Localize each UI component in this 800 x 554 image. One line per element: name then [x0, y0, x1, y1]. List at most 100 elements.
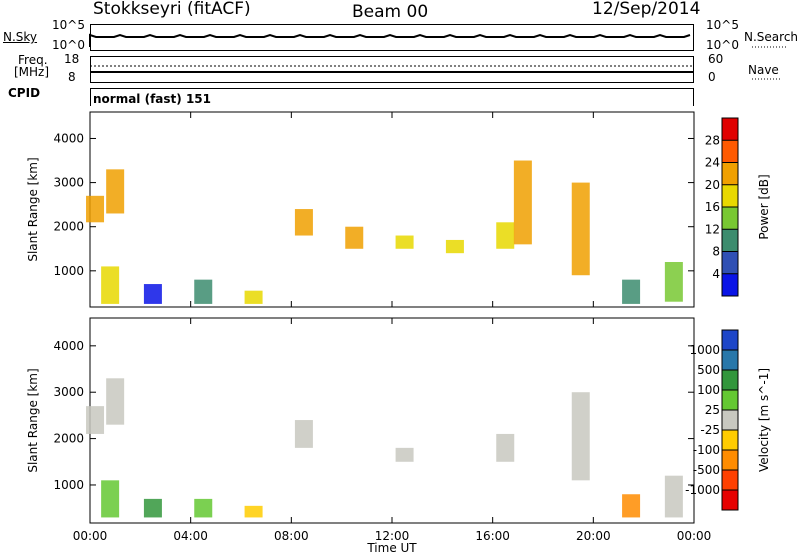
data-mark-0-1: [106, 169, 125, 214]
y-tick-label-0-0: 1000: [53, 264, 84, 278]
colorbar-label-1-4: -25: [700, 423, 720, 437]
colorbar-cell-0-6: [722, 251, 738, 274]
colorbar-cell-1-0: [722, 330, 738, 350]
y-tick-label-0-1: 2000: [53, 220, 84, 234]
y-axis-label-0: Slant Range [km]: [26, 157, 40, 261]
data-mark-1-11: [664, 475, 683, 518]
colorbar-label-1-0: 1000: [689, 343, 720, 357]
data-mark-0-0: [86, 195, 105, 223]
colorbar-cell-0-0: [722, 118, 738, 141]
data-mark-1-0: [86, 406, 105, 434]
colorbar-label-1-1: 500: [697, 363, 720, 377]
x-tick-label-3: 12:00: [375, 529, 410, 543]
data-mark-0-8: [395, 235, 414, 249]
colorbar-title-0: Power [dB]: [757, 174, 771, 239]
colorbar-cell-0-3: [722, 184, 738, 207]
nsky-tick-top: 10^5: [52, 18, 85, 32]
colorbar-cell-0-5: [722, 229, 738, 252]
data-mark-0-11: [513, 160, 532, 245]
data-mark-1-4: [194, 498, 213, 518]
x-tick-label-0: 00:00: [73, 529, 108, 543]
nsearch-tick-top: 10^5: [706, 18, 739, 32]
data-mark-1-3: [143, 498, 162, 518]
y-tick-label-1-3: 4000: [53, 339, 84, 353]
colorbar-cell-1-3: [722, 390, 738, 410]
nsearch-label: N.Search: [744, 30, 799, 44]
colorbar-cell-1-8: [722, 490, 738, 510]
cpid-text: normal (fast) 151: [93, 92, 211, 106]
x-tick-label-5: 20:00: [576, 529, 611, 543]
data-mark-1-7: [395, 447, 414, 462]
x-tick-label-4: 16:00: [475, 529, 510, 543]
data-mark-0-4: [194, 279, 213, 304]
plot-frame-1: [89, 317, 695, 524]
colorbar-label-0-5: 8: [712, 245, 720, 259]
colorbar-cell-1-4: [722, 410, 738, 430]
beam-title: Beam 00: [352, 2, 429, 22]
axis-labels: 00:00 04:00 08:00 12:00 16:00 20:00 00:00 Time …: [73, 529, 712, 554]
power-panel: 1000 2000 3000 4000 Slant Range [km] 28 24 20 16…: [26, 111, 771, 308]
data-mark-1-5: [244, 505, 263, 518]
colorbar-cell-0-4: [722, 207, 738, 230]
data-mark-0-14: [664, 262, 683, 302]
x-tick-label-1: 04:00: [173, 529, 208, 543]
data-mark-0-10: [496, 222, 515, 249]
colorbar-label-0-4: 12: [705, 222, 720, 236]
y-axis-label-1: Slant Range [km]: [26, 368, 40, 472]
freq-unit: [MHz]: [14, 65, 50, 79]
colorbar-cell-1-2: [722, 370, 738, 390]
data-mark-0-3: [143, 284, 162, 304]
data-mark-0-5: [244, 290, 263, 304]
colorbar-label-1-5: -100: [693, 443, 720, 457]
freq-panel: [90, 56, 694, 83]
nave-tick-bottom: 0: [708, 70, 716, 84]
colorbar-cell-1-6: [722, 450, 738, 470]
nsky-tick-bottom: 10^0: [52, 38, 85, 52]
data-mark-1-6: [294, 420, 313, 448]
cpid-panel: [90, 88, 694, 106]
y-tick-label-0-3: 4000: [53, 131, 84, 145]
data-mark-0-2: [101, 266, 120, 304]
colorbar-title-1: Velocity [m s^-1]: [757, 368, 771, 472]
data-mark-1-9: [571, 392, 590, 481]
colorbar-label-1-2: 100: [697, 383, 720, 397]
plot-frame-0: [89, 111, 695, 308]
colorbar-cell-1-7: [722, 470, 738, 490]
colorbar-label-0-2: 20: [705, 178, 720, 192]
velocity-panel: 1000 2000 3000 4000 Slant Range [km] 1000 500 1…: [26, 317, 771, 524]
data-mark-1-2: [101, 480, 120, 518]
data-mark-0-6: [294, 209, 313, 236]
colorbar-label-1-3: 25: [705, 403, 720, 417]
nsky-label: N.Sky: [3, 30, 38, 44]
x-tick-label-6: 00:00: [677, 529, 712, 543]
data-mark-0-13: [622, 279, 641, 304]
colorbar-label-1-7: -1000: [685, 483, 720, 497]
x-tick-label-2: 08:00: [274, 529, 309, 543]
freq-tick-top: 18: [64, 52, 80, 66]
y-tick-label-1-1: 2000: [53, 432, 84, 446]
y-tick-label-1-2: 3000: [53, 385, 84, 399]
data-mark-1-1: [106, 378, 125, 425]
data-mark-0-12: [571, 182, 590, 276]
colorbar-cell-1-1: [722, 350, 738, 370]
date-title: 12/Sep/2014: [592, 0, 701, 19]
colorbar-label-0-3: 16: [705, 200, 720, 214]
colorbar-label-0-0: 28: [705, 133, 720, 147]
colorbar-label-0-1: 24: [705, 156, 720, 170]
data-mark-1-8: [496, 433, 515, 462]
colorbar-cell-0-2: [722, 162, 738, 185]
colorbar-label-1-6: -500: [693, 463, 720, 477]
cpid-label: CPID: [8, 86, 41, 100]
y-tick-label-1-0: 1000: [53, 478, 84, 492]
station-title: Stokkseyri (fitACF): [93, 0, 251, 19]
nave-tick-top: 60: [708, 52, 724, 66]
data-mark-0-7: [345, 226, 364, 249]
freq-tick-bottom: 8: [68, 70, 76, 84]
freq-label: Freq.: [18, 53, 48, 67]
data-mark-1-10: [622, 494, 641, 518]
colorbar-frame-1: [721, 329, 739, 511]
colorbar-cell-1-5: [722, 430, 738, 450]
data-mark-0-9: [445, 239, 464, 254]
nsearch-tick-bottom: 10^0: [706, 38, 739, 52]
